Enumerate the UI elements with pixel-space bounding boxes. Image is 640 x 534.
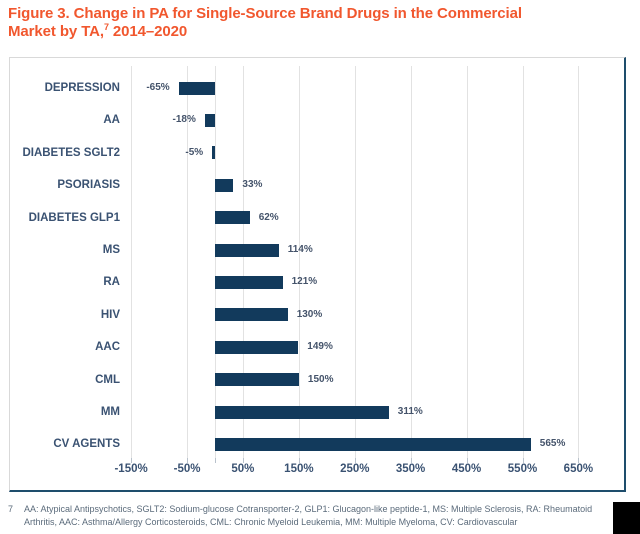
value-label: -65% [146, 82, 170, 93]
footnote-reference: 7 [103, 21, 109, 32]
category-label: CML [95, 373, 120, 386]
figure-title-line2: Market by TA,7 2014–2020 [8, 21, 630, 41]
value-label: 150% [307, 373, 334, 385]
value-label: 33% [242, 179, 263, 191]
x-tick-label: 650% [563, 463, 594, 475]
x-tick-label: 550% [507, 463, 538, 475]
category-label: AAC [95, 341, 120, 354]
axis-tick [131, 458, 133, 463]
plot-area: -150% -50% 50% 150% 250% 350% 450% 550% 650% DEPR… [10, 58, 624, 490]
gridline [298, 66, 300, 458]
bar-mm [215, 405, 389, 419]
x-tick-label: 350% [395, 463, 426, 475]
axis-tick [522, 458, 524, 463]
bar-ms [215, 243, 279, 257]
bar-diabetes-glp1 [215, 211, 250, 225]
axis-tick [466, 458, 468, 463]
axis-tick [578, 458, 580, 463]
figure-title-years: 2014–2020 [108, 22, 188, 40]
bar-cml [215, 373, 299, 387]
axis-tick [215, 458, 216, 463]
bar-hiv [215, 308, 288, 322]
gridline [522, 66, 524, 458]
figure-title-line2-text: Market by TA, [8, 22, 104, 40]
category-label: MS [102, 244, 120, 256]
category-label: HIV [100, 308, 120, 321]
value-label: -18% [172, 114, 196, 126]
value-label: 311% [397, 406, 423, 417]
gridline [187, 66, 189, 458]
bar-cv-agents [215, 437, 531, 451]
axis-tick [298, 458, 300, 463]
bar-aac [215, 340, 299, 354]
gridline [578, 66, 580, 458]
x-tick-label: -150% [114, 463, 148, 475]
category-label: DEPRESSION [44, 82, 120, 94]
bar-chart: -150% -50% 50% 150% 250% 350% 450% 550% 650% DEPR… [9, 57, 626, 492]
value-label: 149% [307, 341, 333, 353]
figure-title: Figure 3. Change in PA for Single-Source… [8, 5, 630, 40]
value-label: 130% [296, 308, 323, 320]
category-label: DIABETES GLP1 [28, 211, 120, 224]
bar-ra [215, 275, 283, 289]
footnote: 7 AA: Atypical Antipsychotics, SGLT2: So… [8, 503, 624, 529]
axis-tick [354, 458, 356, 463]
category-label: MM [100, 406, 120, 418]
bar-depression [178, 81, 215, 95]
gridline [215, 66, 216, 458]
x-tick-label: 450% [451, 463, 482, 475]
category-label: DIABETES SGLT2 [22, 146, 120, 159]
gridline [410, 66, 412, 458]
bar-diabetes-sglt2 [212, 146, 215, 160]
figure-title-line1: Figure 3. Change in PA for Single-Source… [8, 5, 522, 22]
bar-psoriasis [215, 178, 234, 192]
category-label: PSORIASIS [57, 179, 120, 192]
gridline [466, 66, 468, 458]
x-tick-label: 50% [231, 463, 255, 475]
value-label: 565% [539, 438, 566, 450]
footnote-marker: 7 [8, 504, 14, 514]
category-label: CV AGENTS [53, 438, 120, 451]
axis-tick [410, 458, 412, 463]
gridline [131, 66, 133, 458]
gridline [242, 66, 244, 458]
axis-tick [242, 458, 244, 463]
footnote-text: AA: Atypical Antipsychotics, SGLT2: Sodi… [24, 504, 593, 527]
category-label: AA [103, 114, 120, 127]
value-label: -5% [185, 146, 204, 158]
value-label: 62% [258, 211, 279, 223]
redaction-box [613, 502, 640, 534]
bar-aa [204, 113, 215, 127]
gridline [354, 66, 356, 458]
x-tick-label: -50% [173, 463, 201, 475]
value-label: 121% [291, 276, 318, 288]
category-label: RA [103, 276, 120, 289]
x-tick-label: 150% [284, 463, 314, 475]
axis-tick [187, 458, 189, 463]
value-label: 114% [287, 244, 313, 255]
x-tick-label: 250% [340, 463, 370, 475]
